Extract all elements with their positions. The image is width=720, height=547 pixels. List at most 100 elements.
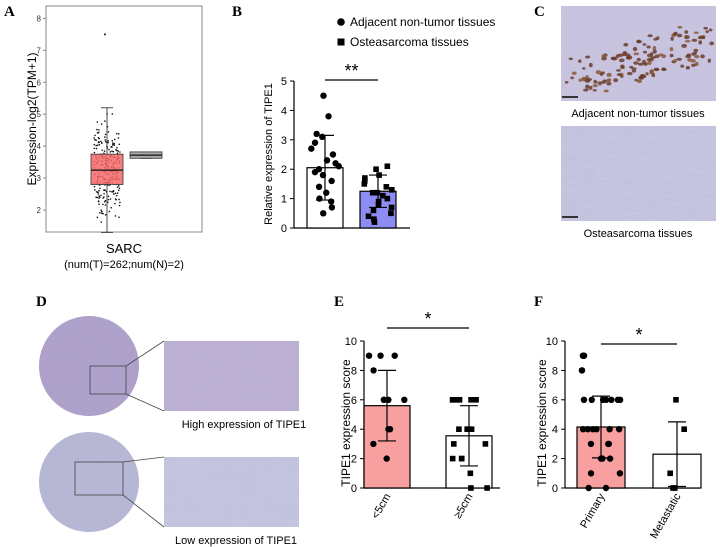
data-point-a xyxy=(103,189,105,192)
stained-cell xyxy=(595,70,602,75)
data-point-a xyxy=(107,140,109,142)
stained-cell xyxy=(684,35,690,40)
data-point-e xyxy=(468,397,474,403)
data-point-b xyxy=(325,113,332,120)
data-point-a xyxy=(104,199,107,202)
data-point-b xyxy=(323,157,331,164)
stained-cell xyxy=(646,45,651,49)
panel-letter-f: F xyxy=(534,294,543,310)
stained-cell xyxy=(677,25,683,29)
x-tick-label-f: Metastatic xyxy=(648,491,684,541)
y-tick-label-f: 0 xyxy=(552,483,558,495)
zoom-box-high xyxy=(89,365,127,395)
data-point-a xyxy=(118,187,121,190)
data-point-b xyxy=(376,172,382,178)
data-point-a xyxy=(97,131,99,134)
boxplot-panel-a: 2 3 4 5 6 7 8 Expression-log2(TPM+1) SARC (num… xyxy=(25,5,203,271)
y-tick-label-a: 5 xyxy=(37,110,42,119)
stained-cell xyxy=(694,54,700,59)
y-tick-label-a: 6 xyxy=(37,78,42,87)
stained-cell xyxy=(581,76,586,82)
stained-cell xyxy=(707,58,712,63)
data-point-a xyxy=(94,134,96,137)
data-point-e xyxy=(458,455,465,462)
data-point-a xyxy=(111,150,113,152)
stained-cell xyxy=(583,88,589,92)
stained-cell xyxy=(693,51,697,55)
data-point-e xyxy=(449,455,456,462)
stained-cell xyxy=(613,78,619,83)
data-point-b xyxy=(375,198,382,205)
stained-cell xyxy=(603,89,609,93)
stained-cell xyxy=(636,57,641,62)
data-point-f xyxy=(579,352,587,359)
stained-cell xyxy=(643,62,648,66)
stained-cell xyxy=(627,55,633,60)
data-point-e xyxy=(385,396,392,403)
data-point-a xyxy=(100,123,103,125)
data-point-a xyxy=(116,186,119,188)
data-point-a xyxy=(115,194,118,197)
panel-letter-e: E xyxy=(334,294,344,310)
data-point-a xyxy=(108,210,111,213)
data-point-a xyxy=(97,191,99,194)
data-point-a xyxy=(117,189,120,192)
stained-cell xyxy=(616,69,621,72)
data-point-a xyxy=(111,113,114,115)
data-point-e xyxy=(370,367,377,374)
data-point-a xyxy=(114,215,117,217)
data-point-a xyxy=(114,202,116,205)
data-point-b xyxy=(308,145,315,152)
y-tick-label-b: 0 xyxy=(281,223,287,235)
micrograph-high-texture xyxy=(164,341,299,411)
stained-cell xyxy=(652,45,657,51)
micrograph-osteosarcoma-texture xyxy=(561,126,716,221)
data-point-a xyxy=(95,144,97,147)
stained-cell xyxy=(620,75,624,78)
y-tick-label-b: 3 xyxy=(281,135,287,147)
stained-cell xyxy=(670,36,674,41)
legend-label-adjacent: Adjacent non-tumor tissues xyxy=(350,15,495,29)
data-point-e xyxy=(468,485,474,491)
data-point-a xyxy=(112,190,115,192)
y-tick-label-b: 5 xyxy=(281,76,287,88)
zoom-box-low xyxy=(74,461,124,496)
data-point-b xyxy=(361,178,368,184)
stained-cell xyxy=(631,69,637,73)
data-point-f xyxy=(578,367,586,374)
data-point-f xyxy=(588,396,595,403)
data-point-a xyxy=(101,149,104,152)
y-tick-label-a: 8 xyxy=(37,14,42,23)
data-point-a xyxy=(98,143,101,146)
data-point-a xyxy=(98,189,100,192)
stained-cell xyxy=(592,89,597,92)
data-point-b xyxy=(362,175,368,181)
stained-cell xyxy=(636,39,641,44)
y-tick-label-b: 4 xyxy=(281,105,287,117)
plot-frame-a xyxy=(45,5,203,233)
y-tick-label-e: 6 xyxy=(351,395,357,407)
stained-cell xyxy=(700,54,705,59)
data-point-a xyxy=(111,139,114,142)
data-point-a xyxy=(104,133,107,136)
data-point-e xyxy=(484,485,490,491)
y-tick-label-b: 2 xyxy=(281,164,287,176)
stained-cell xyxy=(634,78,639,82)
zoom-line-high-bottom xyxy=(125,393,165,412)
y-tick-label-f: 4 xyxy=(552,424,558,436)
data-point-a xyxy=(117,184,120,187)
zoom-line-high-top xyxy=(125,340,165,367)
stained-cell xyxy=(647,34,653,38)
stained-cell xyxy=(601,71,605,75)
data-point-a xyxy=(96,196,99,199)
stained-cell xyxy=(684,30,689,34)
panel-letter-a: A xyxy=(4,4,15,20)
stained-cell xyxy=(656,36,660,40)
stained-cell xyxy=(568,57,573,61)
data-point-a xyxy=(104,189,106,192)
stained-cell xyxy=(571,71,577,75)
data-point-b xyxy=(320,92,327,99)
outlier-a xyxy=(104,33,106,36)
data-point-a xyxy=(100,212,103,215)
data-point-b xyxy=(311,168,319,176)
